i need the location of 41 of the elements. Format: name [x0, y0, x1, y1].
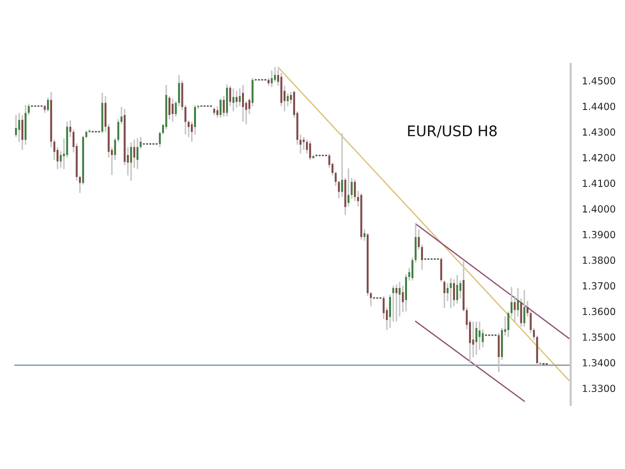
- candlestick: [274, 66, 276, 83]
- y-tick-label: 1.3500: [582, 333, 616, 341]
- text: EUR/USD H8: [408, 125, 497, 138]
- candlestick: [242, 84, 244, 122]
- candlestick: [232, 88, 234, 112]
- y-tick-label: 1.4300: [582, 128, 616, 136]
- y-tick-label: 1.4200: [582, 154, 616, 162]
- candlestick: [21, 114, 24, 151]
- candlestick: [172, 98, 174, 122]
- candlestick: [478, 320, 481, 350]
- candlestick: [268, 77, 270, 86]
- candlestick: [168, 95, 170, 120]
- candlestick: [453, 278, 455, 307]
- y-tick-label: 1.3700: [582, 282, 616, 290]
- candlestick: [348, 168, 350, 207]
- candlestick: [130, 141, 132, 182]
- candlestick: [216, 106, 218, 118]
- candlestick: [456, 274, 458, 304]
- candlestick: [236, 90, 238, 108]
- candlestick: [220, 98, 222, 118]
- y-tick-label: 1.3600: [582, 308, 616, 316]
- candlestick: [46, 97, 49, 112]
- candlestick: [475, 320, 478, 356]
- candlestick: [523, 289, 526, 328]
- y-tick-label: 1.3900: [582, 230, 616, 238]
- candlestick: [309, 140, 312, 161]
- candlestick: [15, 114, 17, 138]
- y-tick-label: 1.4500: [582, 77, 616, 84]
- candlestick: [398, 281, 401, 318]
- y-tick-label: 1.3800: [582, 256, 616, 264]
- y-tick-label: 1.4000: [582, 205, 616, 213]
- candlestick: [354, 178, 356, 202]
- candlestick: [136, 138, 138, 170]
- y-tick-label: 1.4100: [582, 180, 616, 187]
- y-tick-label: 1.4400: [582, 102, 616, 110]
- y-tick-label: 1.3300: [582, 384, 616, 392]
- candlestick: [222, 95, 225, 118]
- candlestick: [395, 284, 398, 322]
- candlestick: [226, 84, 228, 118]
- candlestick: [450, 277, 452, 309]
- y-tick-label: 1.3400: [582, 359, 616, 366]
